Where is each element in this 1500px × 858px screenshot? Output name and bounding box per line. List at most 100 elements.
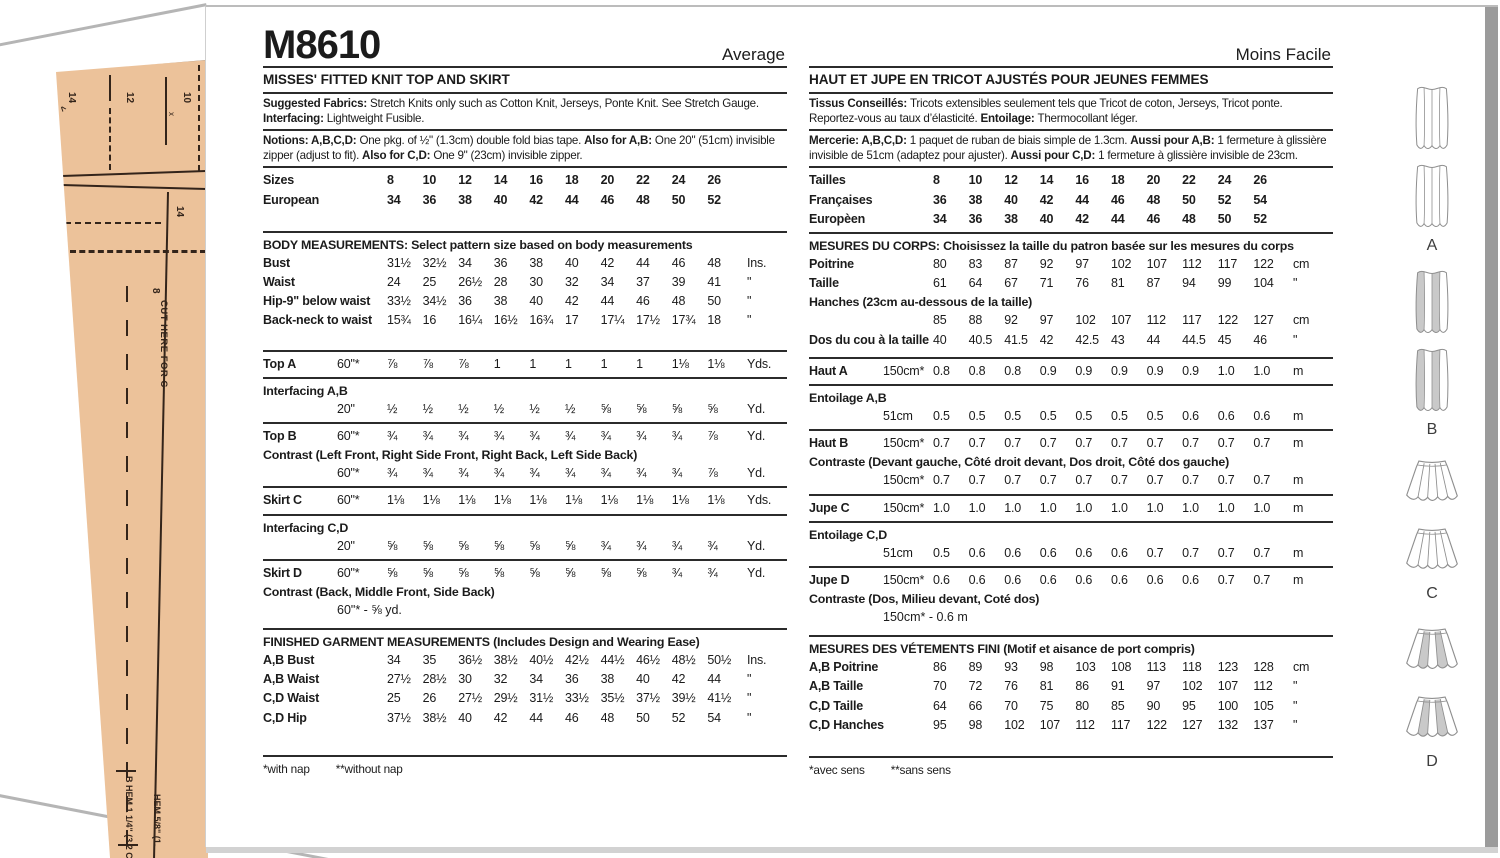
cell-value: 0.7 xyxy=(1004,436,1021,451)
cell-value: 122 xyxy=(1217,313,1239,328)
cell-value: 38½ xyxy=(422,710,447,725)
cell-value: 38 xyxy=(529,255,543,270)
cell-value: 17¾ xyxy=(671,313,696,328)
cell-value: 1 xyxy=(600,356,608,371)
cell-value: 100 xyxy=(1217,698,1239,713)
cell-value: ¾ xyxy=(458,466,469,481)
cell-value: 44 xyxy=(1146,332,1161,347)
row-label: Taille xyxy=(809,276,839,291)
cell-value: ⅝ xyxy=(564,538,576,553)
cell-value: ¾ xyxy=(671,565,682,580)
cell-value: 0.7 xyxy=(1253,473,1271,488)
cell-value: ⅝ xyxy=(529,538,540,553)
divider-rule xyxy=(263,754,787,757)
cell-value: 1⅛ xyxy=(493,493,511,508)
cell-value: 39 xyxy=(671,274,686,289)
cell-value: 0.7 xyxy=(1182,545,1199,560)
cell-value: 44 xyxy=(600,294,615,309)
divider-rule xyxy=(263,92,787,94)
cell-value: 83 xyxy=(968,256,983,271)
table-row: Jupe D 150cm* 0.6 0.6 0.6 0.6 0.6 0.6 0.6 0.6 0.7 0… xyxy=(809,571,1333,590)
cell-value: 25 xyxy=(387,691,401,706)
unit-label: Yd. xyxy=(746,538,766,553)
divider-rule xyxy=(809,231,1333,234)
cell-value: 48 xyxy=(671,294,686,309)
cell-value: 27½ xyxy=(387,672,411,687)
cell-value: 40 xyxy=(1004,192,1018,207)
cell-value: 0.8 xyxy=(1004,363,1021,378)
section-heading: Contraste (Dos, Milieu devant, Coté dos) xyxy=(809,592,1040,607)
unit-label: " xyxy=(746,294,752,309)
table-row: Dos du cou à la taille 40 40.5 41.5 42 42.5 43… xyxy=(809,331,1333,350)
cell-value: 42 xyxy=(529,192,543,207)
cell-value: 34 xyxy=(529,672,543,687)
cell-value: 0.7 xyxy=(1146,473,1164,488)
cell-value: 52 xyxy=(671,710,686,725)
cell-value: 0.7 xyxy=(1146,545,1164,560)
tissue-size-label: 14 xyxy=(174,206,185,218)
divider-rule xyxy=(263,513,787,516)
table-row: 150cm* 0.7 0.7 0.7 0.7 0.7 0.7 0.7 0.7 0.7 0.7 m xyxy=(809,471,1333,490)
cell-value: 18 xyxy=(1110,173,1125,188)
cell-value: 17¼ xyxy=(600,313,625,328)
cell-value: 12 xyxy=(458,173,472,188)
cell-value: 66 xyxy=(968,698,983,713)
cell-value: 41.5 xyxy=(1004,332,1028,347)
cell-value: 17½ xyxy=(636,313,660,328)
fabric-width: 20" xyxy=(337,401,355,416)
view-letter: C xyxy=(1426,585,1438,602)
cell-value: 117 xyxy=(1217,256,1238,271)
cell-value: 0.7 xyxy=(1075,473,1093,488)
cell-value: ½ xyxy=(564,401,576,416)
cell-value: 41½ xyxy=(707,691,732,706)
table-row: A,B Poitrine 86 89 93 98 103 108 113 118 123 128 cm xyxy=(809,658,1333,677)
cell-value: 1⅛ xyxy=(529,493,547,508)
cell-value: 0.5 xyxy=(1004,409,1021,423)
cell-value: 0.6 xyxy=(1075,573,1093,588)
cell-value: 1⅛ xyxy=(671,356,689,371)
cell-value: 1.0 xyxy=(1217,500,1235,515)
cell-value: 1⅛ xyxy=(564,493,582,508)
row-label xyxy=(809,311,933,330)
cell-value: 15¾ xyxy=(387,313,411,328)
cell-value: 0.5 xyxy=(1110,409,1128,423)
cell-value: 46 xyxy=(1253,332,1267,347)
fabric-width: 51cm xyxy=(883,545,913,560)
cell-value: 40 xyxy=(636,672,650,687)
row-label: A,B Waist xyxy=(263,672,320,687)
cell-value: 44 xyxy=(636,255,650,270)
cell-value: 97 xyxy=(1075,256,1089,271)
cell-value: 8 xyxy=(387,173,394,188)
fabric-width: 150cm* xyxy=(883,473,925,488)
column-header: M8610 Average xyxy=(263,17,787,65)
cell-value: 87 xyxy=(1004,256,1018,271)
cell-value: 1.0 xyxy=(1146,500,1164,515)
unit-label xyxy=(1289,210,1333,229)
cell-value: ¾ xyxy=(387,466,398,481)
cell-value: 123 xyxy=(1217,660,1239,675)
cell-value: ½ xyxy=(493,401,505,416)
cell-value: 103 xyxy=(1075,660,1096,675)
cell-value: 1.0 xyxy=(1253,363,1271,378)
cell-value: 38 xyxy=(968,192,983,207)
cell-value: 0.6 xyxy=(1146,573,1164,588)
cell-value: 97 xyxy=(1039,313,1054,328)
table-row: Hip-9" below waist 33½ 34½ 36 38 40 42 44 46 48 50… xyxy=(263,292,787,311)
row-label: Haut B xyxy=(809,436,849,451)
cell-value: 0.6 xyxy=(1110,573,1128,588)
cell-value: 0.6 xyxy=(1253,409,1271,423)
cell-value: 102 xyxy=(1110,256,1132,271)
spacer xyxy=(809,735,1333,753)
cell-value: ¾ xyxy=(458,429,469,443)
tissue-size-label: 8 xyxy=(150,288,161,294)
cell-value: 26½ xyxy=(458,274,482,289)
cell-value: ¾ xyxy=(600,429,611,443)
table-row: C,D Hanches 95 98 102 107 112 117 122 127 132 137 " xyxy=(809,716,1333,735)
unit-label: Yd. xyxy=(746,565,766,580)
fabric-width: 60"* xyxy=(337,493,360,508)
cell-value: 67 xyxy=(1004,276,1018,291)
row-label: Europèen xyxy=(809,211,866,226)
cell-value: 64 xyxy=(968,276,983,291)
unit-label xyxy=(743,191,787,210)
cell-value: 1 xyxy=(564,356,572,371)
